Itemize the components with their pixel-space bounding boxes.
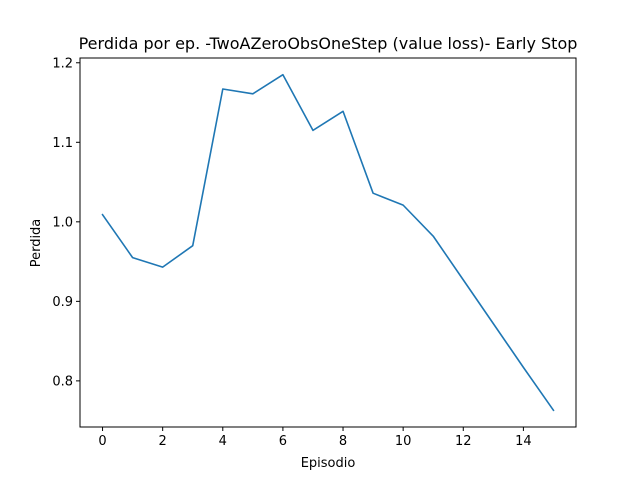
x-tick-label: 8 [339, 434, 347, 449]
x-tick-label: 0 [98, 434, 106, 449]
x-tick-label: 6 [279, 434, 287, 449]
plot-area [101, 73, 555, 412]
y-axis-ticks: 0.8 0.9 1.0 1.1 1.2 [52, 56, 80, 389]
series-line-0 [101, 73, 555, 412]
x-tick-label: 12 [455, 434, 472, 449]
axes-frame [79, 57, 577, 428]
x-tick-label: 10 [395, 434, 412, 449]
y-axis-label: Perdida [29, 219, 44, 268]
y-tick-label: 0.9 [52, 295, 73, 310]
x-tick-label: 14 [515, 434, 532, 449]
y-tick-label: 1.0 [52, 215, 73, 230]
x-tick-label: 2 [159, 434, 167, 449]
chart-title: Perdida por ep. -TwoAZeroObsOneStep (val… [79, 34, 578, 53]
y-tick-label: 1.2 [52, 56, 73, 71]
x-axis-label: Episodio [301, 456, 356, 471]
x-axis-ticks: 0 2 4 6 8 10 12 14 [98, 427, 532, 449]
y-tick-label: 0.8 [52, 374, 73, 389]
y-tick-label: 1.1 [52, 136, 73, 151]
x-tick-label: 4 [219, 434, 227, 449]
